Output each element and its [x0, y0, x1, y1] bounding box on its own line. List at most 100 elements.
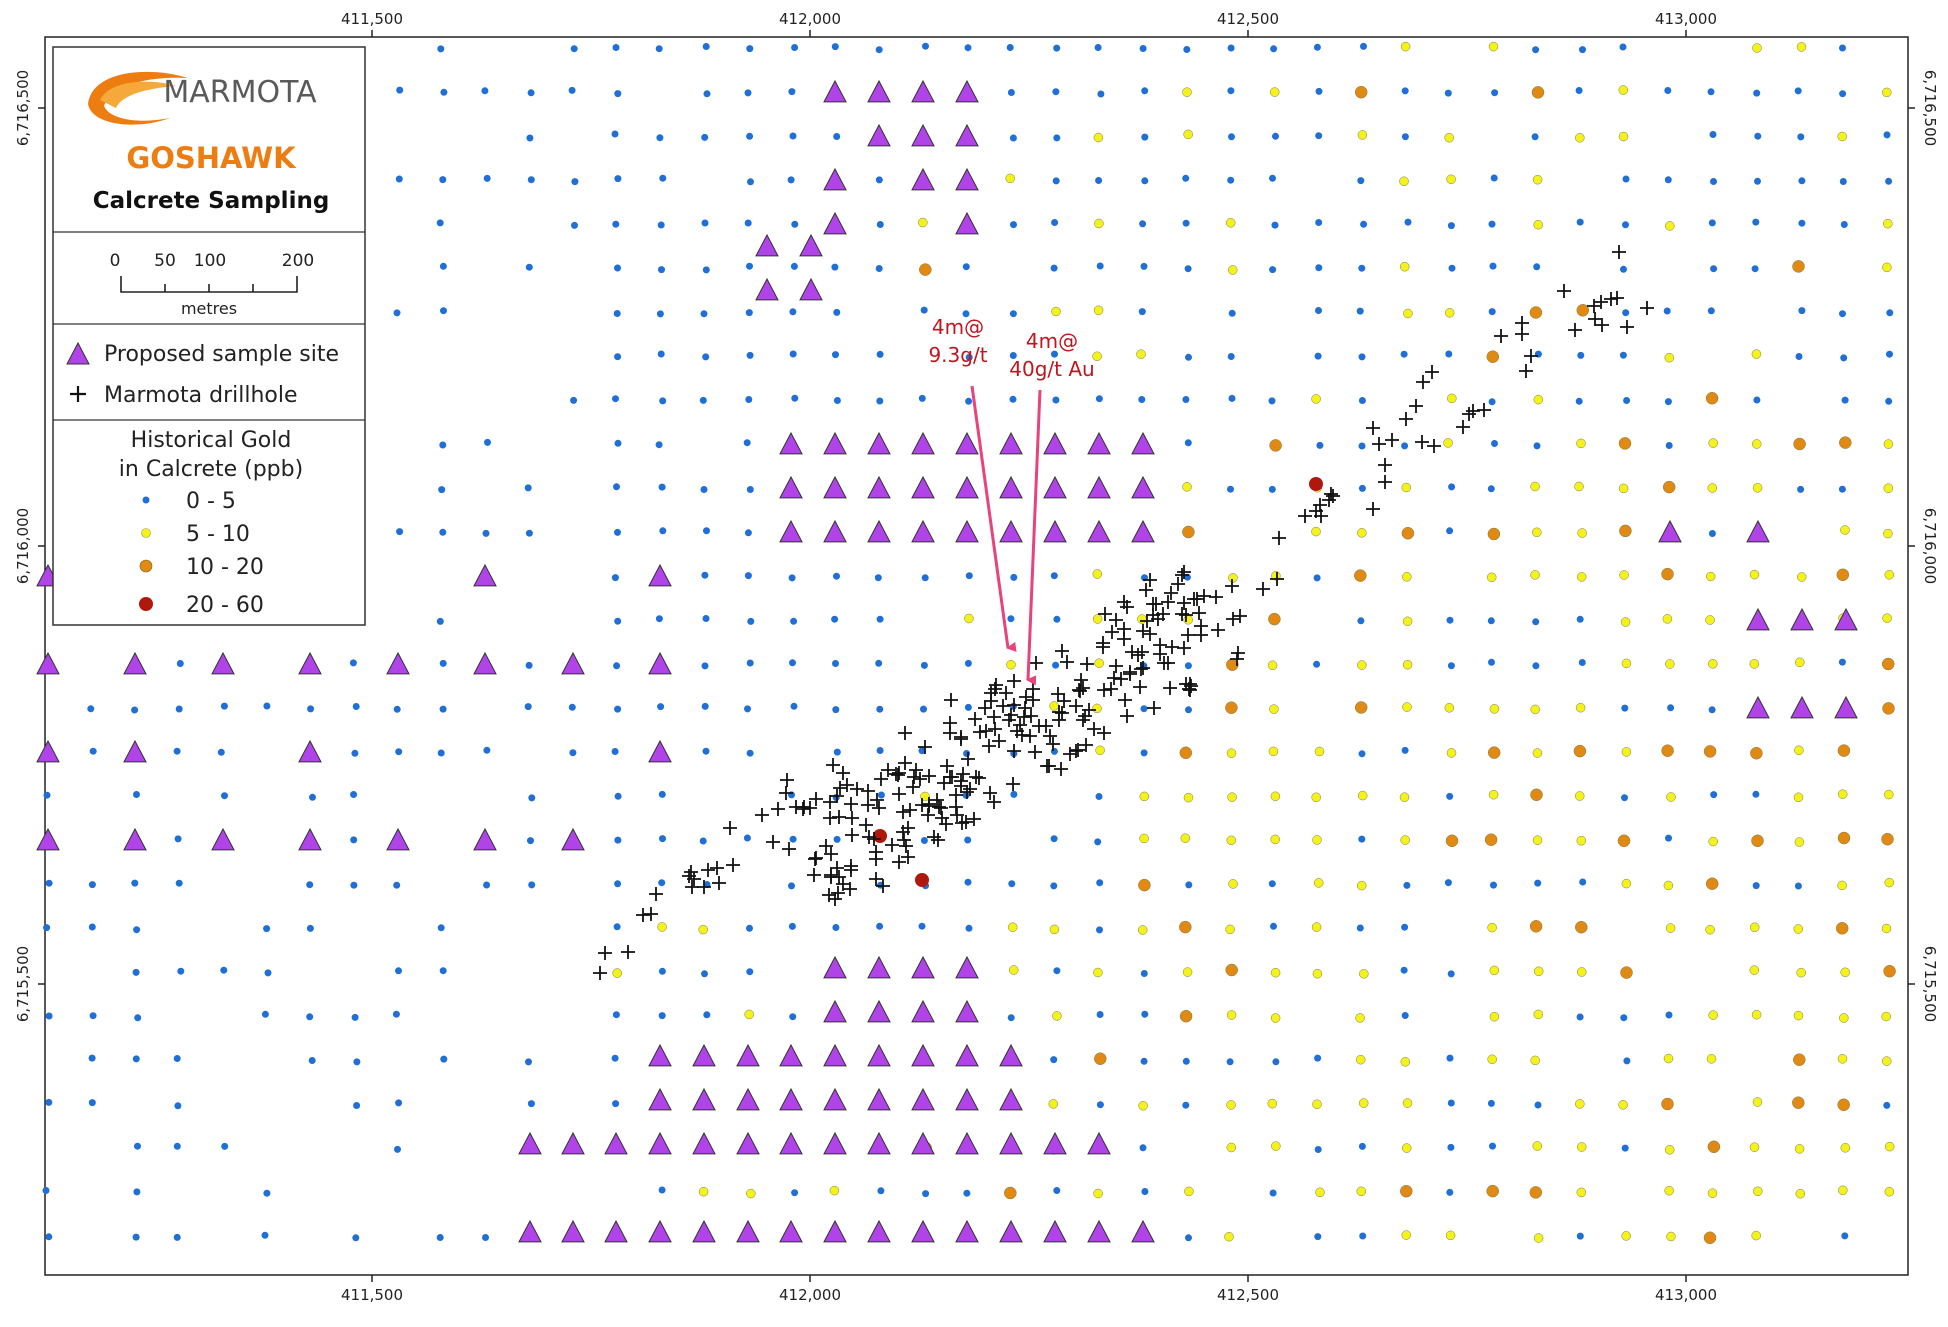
gold-sample-dot — [702, 615, 710, 622]
gold-sample-dot — [1356, 880, 1367, 891]
gold-sample-dot — [1268, 397, 1276, 405]
gold-sample-dot — [876, 221, 884, 228]
gold-sample-dot — [307, 705, 315, 713]
proposed-site-triangle — [1087, 431, 1111, 455]
proposed-site-triangle — [1043, 519, 1067, 543]
gold-sample-dot — [659, 397, 667, 405]
drillhole-cross — [1019, 690, 1033, 704]
gold-sample-dot — [964, 878, 972, 886]
gold-sample-dot — [1354, 85, 1368, 99]
proposed-site-triangle — [298, 739, 322, 763]
drillhole-cross — [850, 782, 864, 796]
gold-sample-dot — [1446, 1054, 1454, 1062]
gold-sample-dot — [965, 353, 973, 361]
gold-sample-dot — [658, 967, 666, 975]
proposed-site-triangle — [779, 475, 803, 499]
gold-sample-dot — [1095, 177, 1103, 184]
drillhole-cross — [1587, 299, 1601, 313]
drillhole-cross — [1079, 738, 1093, 752]
proposed-site-triangle — [736, 1087, 760, 1111]
proposed-site-triangle — [1746, 607, 1770, 631]
drillhole-cross — [872, 801, 886, 815]
gold-sample-dot — [1623, 1057, 1631, 1065]
drillhole-cross — [913, 772, 927, 786]
gold-sample-dot — [1883, 964, 1896, 978]
gold-sample-dot — [393, 309, 401, 317]
proposed-site-triangle — [604, 1219, 628, 1243]
gold-sample-dot — [482, 1234, 489, 1241]
drillhole-cross — [1024, 709, 1038, 723]
gold-sample-dot — [659, 835, 666, 843]
drillhole-cross — [1051, 687, 1065, 701]
gold-sample-dot — [1137, 614, 1147, 624]
drillhole-cross — [892, 766, 906, 780]
proposed-site-triangle — [1131, 431, 1155, 455]
drillhole-cross — [859, 818, 873, 832]
drillhole-cross — [1114, 672, 1128, 686]
drillhole-cross — [830, 861, 844, 875]
y-tick-right: 6,715,500 — [1921, 946, 1939, 1022]
gold-sample-dot — [1795, 657, 1805, 668]
gold-sample-dot — [1446, 174, 1456, 185]
drillhole-cross — [1007, 698, 1021, 712]
gold-sample-dot — [1141, 1010, 1149, 1018]
marmota-logo: MARMOTA — [88, 71, 317, 125]
gold-sample-dot — [1007, 1014, 1015, 1022]
drillhole-cross — [1314, 509, 1328, 523]
gold-sample-dot — [176, 660, 184, 667]
proposed-site-triangle — [823, 431, 847, 455]
proposed-site-triangle — [1834, 607, 1858, 631]
gold-sample-dot — [1885, 397, 1893, 405]
proposed-site-triangle — [648, 1043, 672, 1067]
drillhole-cross — [1118, 693, 1132, 707]
gold-sample-dot — [655, 615, 663, 623]
drillhole-cross — [907, 770, 921, 784]
gold-sample-dot — [1576, 967, 1587, 977]
gold-sample-dot — [1315, 132, 1323, 140]
proposed-site-triangle — [823, 1087, 847, 1111]
gold-sample-dot — [571, 178, 579, 186]
gold-sample-dot — [1272, 132, 1279, 140]
drillhole-cross — [1177, 641, 1191, 655]
drillhole-cross — [845, 828, 859, 842]
gold-sample-dot — [1576, 1187, 1587, 1198]
gold-sample-dot — [1621, 747, 1632, 757]
gold-sample-dot — [1708, 706, 1716, 714]
gold-sample-dot — [177, 967, 185, 975]
gold-sample-dot — [1753, 89, 1761, 97]
gold-sample-dot — [614, 264, 621, 272]
gold-sample-dot — [1487, 746, 1501, 759]
proposed-site-triangle — [1043, 431, 1067, 455]
drillholes — [593, 245, 1654, 980]
drillhole-cross — [840, 778, 854, 792]
annotation-arrow — [970, 385, 1017, 652]
gold-sample-dot — [611, 748, 619, 755]
proposed-site-triangle — [955, 519, 979, 543]
proposed-site-triangle — [867, 999, 891, 1023]
gold-sample-dot — [832, 660, 839, 667]
proposed-site-triangle — [999, 1087, 1023, 1111]
gold-sample-dot — [132, 1233, 140, 1241]
annotation-arrow — [1026, 389, 1042, 686]
gold-sample-dot — [659, 174, 667, 182]
gold-sample-dot — [1794, 745, 1804, 756]
drillhole-cross — [1046, 737, 1060, 751]
drillhole-cross — [1140, 614, 1154, 628]
proposed-site-triangle — [561, 1131, 585, 1155]
drillhole-cross — [992, 734, 1006, 748]
proposed-site-triangle — [823, 79, 847, 103]
gold-sample-dot — [1092, 614, 1103, 624]
gold-sample-dot — [1139, 833, 1149, 844]
drillhole-cross — [1006, 777, 1020, 791]
gold-sample-dot — [1179, 920, 1192, 934]
gold-sample-dot — [1533, 442, 1541, 450]
gold-sample-dot — [1578, 659, 1586, 666]
gold-sample-dot — [657, 221, 665, 229]
drillhole-cross — [1640, 301, 1654, 315]
proposed-site-triangle — [1043, 1219, 1067, 1243]
drillhole-cross — [1105, 625, 1119, 639]
gold-sample-dot — [1664, 87, 1672, 94]
drillhole-cross — [682, 869, 696, 883]
gold-sample-dot — [1446, 748, 1457, 758]
gold-sample-dot — [1751, 265, 1759, 273]
